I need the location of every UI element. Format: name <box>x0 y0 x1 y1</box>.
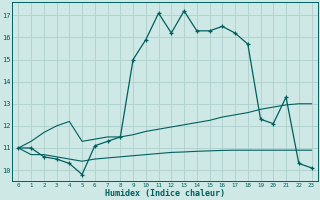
X-axis label: Humidex (Indice chaleur): Humidex (Indice chaleur) <box>105 189 225 198</box>
